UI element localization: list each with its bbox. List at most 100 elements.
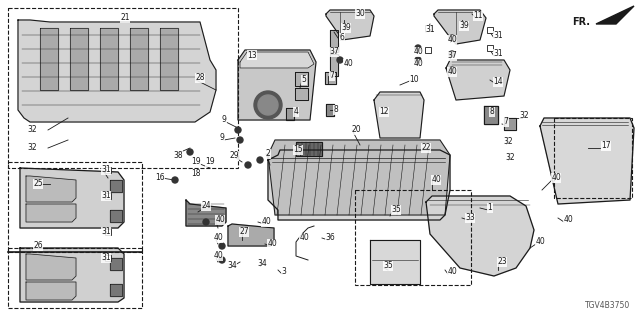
- Text: 25: 25: [33, 180, 43, 188]
- Text: 31: 31: [101, 228, 111, 236]
- Polygon shape: [426, 196, 534, 276]
- Text: 32: 32: [27, 143, 37, 153]
- Polygon shape: [228, 224, 274, 246]
- Circle shape: [245, 162, 251, 168]
- Text: 40: 40: [431, 175, 441, 185]
- Text: 9: 9: [221, 116, 227, 124]
- Polygon shape: [26, 254, 76, 280]
- Polygon shape: [100, 28, 118, 90]
- Polygon shape: [110, 258, 122, 270]
- Text: 29: 29: [229, 151, 239, 161]
- Text: TGV4B3750: TGV4B3750: [585, 301, 630, 310]
- Text: 38: 38: [173, 150, 183, 159]
- Text: 32: 32: [27, 125, 37, 134]
- Polygon shape: [295, 88, 308, 100]
- Text: 40: 40: [551, 173, 561, 182]
- Polygon shape: [110, 180, 122, 192]
- Polygon shape: [374, 92, 424, 138]
- Polygon shape: [596, 6, 634, 24]
- Polygon shape: [40, 28, 58, 90]
- Text: 40: 40: [261, 218, 271, 227]
- Bar: [105, 193, 111, 199]
- Bar: [425, 47, 431, 53]
- Text: 33: 33: [465, 213, 475, 222]
- Polygon shape: [20, 168, 124, 228]
- Polygon shape: [130, 28, 148, 90]
- Text: 30: 30: [355, 10, 365, 19]
- Bar: [355, 190, 471, 285]
- Text: 35: 35: [383, 261, 393, 270]
- Polygon shape: [70, 28, 88, 90]
- Circle shape: [219, 243, 225, 249]
- Text: 37: 37: [329, 47, 339, 57]
- Text: 9: 9: [220, 133, 225, 142]
- Text: 13: 13: [247, 51, 257, 60]
- Polygon shape: [26, 176, 76, 202]
- Text: FR.: FR.: [572, 17, 590, 27]
- Circle shape: [449, 35, 455, 41]
- Text: 21: 21: [120, 13, 130, 22]
- Polygon shape: [540, 118, 634, 204]
- Polygon shape: [186, 200, 226, 226]
- Text: 40: 40: [413, 60, 423, 68]
- Polygon shape: [268, 140, 450, 215]
- Bar: [105, 229, 111, 235]
- Circle shape: [449, 67, 455, 73]
- Circle shape: [237, 137, 243, 143]
- Text: 39: 39: [341, 23, 351, 33]
- Circle shape: [187, 149, 193, 155]
- Circle shape: [415, 57, 421, 63]
- Text: 40: 40: [213, 252, 223, 260]
- Bar: [105, 255, 111, 261]
- Text: 1: 1: [488, 204, 492, 212]
- Polygon shape: [330, 30, 338, 52]
- Polygon shape: [295, 72, 308, 86]
- Circle shape: [449, 51, 455, 57]
- Polygon shape: [286, 108, 294, 120]
- Text: 31: 31: [101, 165, 111, 174]
- Bar: [554, 118, 632, 198]
- Text: 16: 16: [155, 173, 165, 182]
- Bar: [425, 25, 431, 31]
- Polygon shape: [484, 106, 498, 124]
- Text: 24: 24: [201, 202, 211, 211]
- Circle shape: [235, 127, 241, 133]
- Text: 14: 14: [493, 77, 503, 86]
- Text: 40: 40: [299, 234, 309, 243]
- Text: 17: 17: [601, 141, 611, 150]
- Text: 12: 12: [380, 108, 388, 116]
- Text: 40: 40: [267, 239, 277, 249]
- Polygon shape: [325, 72, 336, 84]
- Text: 32: 32: [505, 154, 515, 163]
- Polygon shape: [446, 60, 510, 100]
- Text: 40: 40: [447, 68, 457, 76]
- Bar: [8, 248, 142, 308]
- Polygon shape: [160, 28, 178, 90]
- Text: 19: 19: [205, 157, 215, 166]
- Circle shape: [415, 45, 421, 51]
- Text: 10: 10: [409, 76, 419, 84]
- Bar: [487, 27, 493, 33]
- Polygon shape: [238, 50, 316, 120]
- Text: 31: 31: [425, 26, 435, 35]
- Polygon shape: [504, 118, 516, 130]
- Text: 40: 40: [535, 237, 545, 246]
- Text: 35: 35: [391, 205, 401, 214]
- Polygon shape: [330, 54, 338, 76]
- Circle shape: [203, 219, 209, 225]
- Text: 40: 40: [447, 36, 457, 44]
- Text: 2: 2: [266, 149, 270, 158]
- Text: 18: 18: [191, 170, 201, 179]
- Circle shape: [172, 177, 178, 183]
- Circle shape: [257, 157, 263, 163]
- Text: 40: 40: [343, 60, 353, 68]
- Text: 28: 28: [195, 74, 205, 83]
- Text: 40: 40: [213, 234, 223, 243]
- Text: 27: 27: [239, 228, 249, 236]
- Text: 31: 31: [493, 50, 503, 59]
- Text: 15: 15: [293, 146, 303, 155]
- Text: 34: 34: [227, 261, 237, 270]
- Text: 19: 19: [191, 157, 201, 166]
- Text: 31: 31: [101, 253, 111, 262]
- Text: 4: 4: [294, 108, 298, 116]
